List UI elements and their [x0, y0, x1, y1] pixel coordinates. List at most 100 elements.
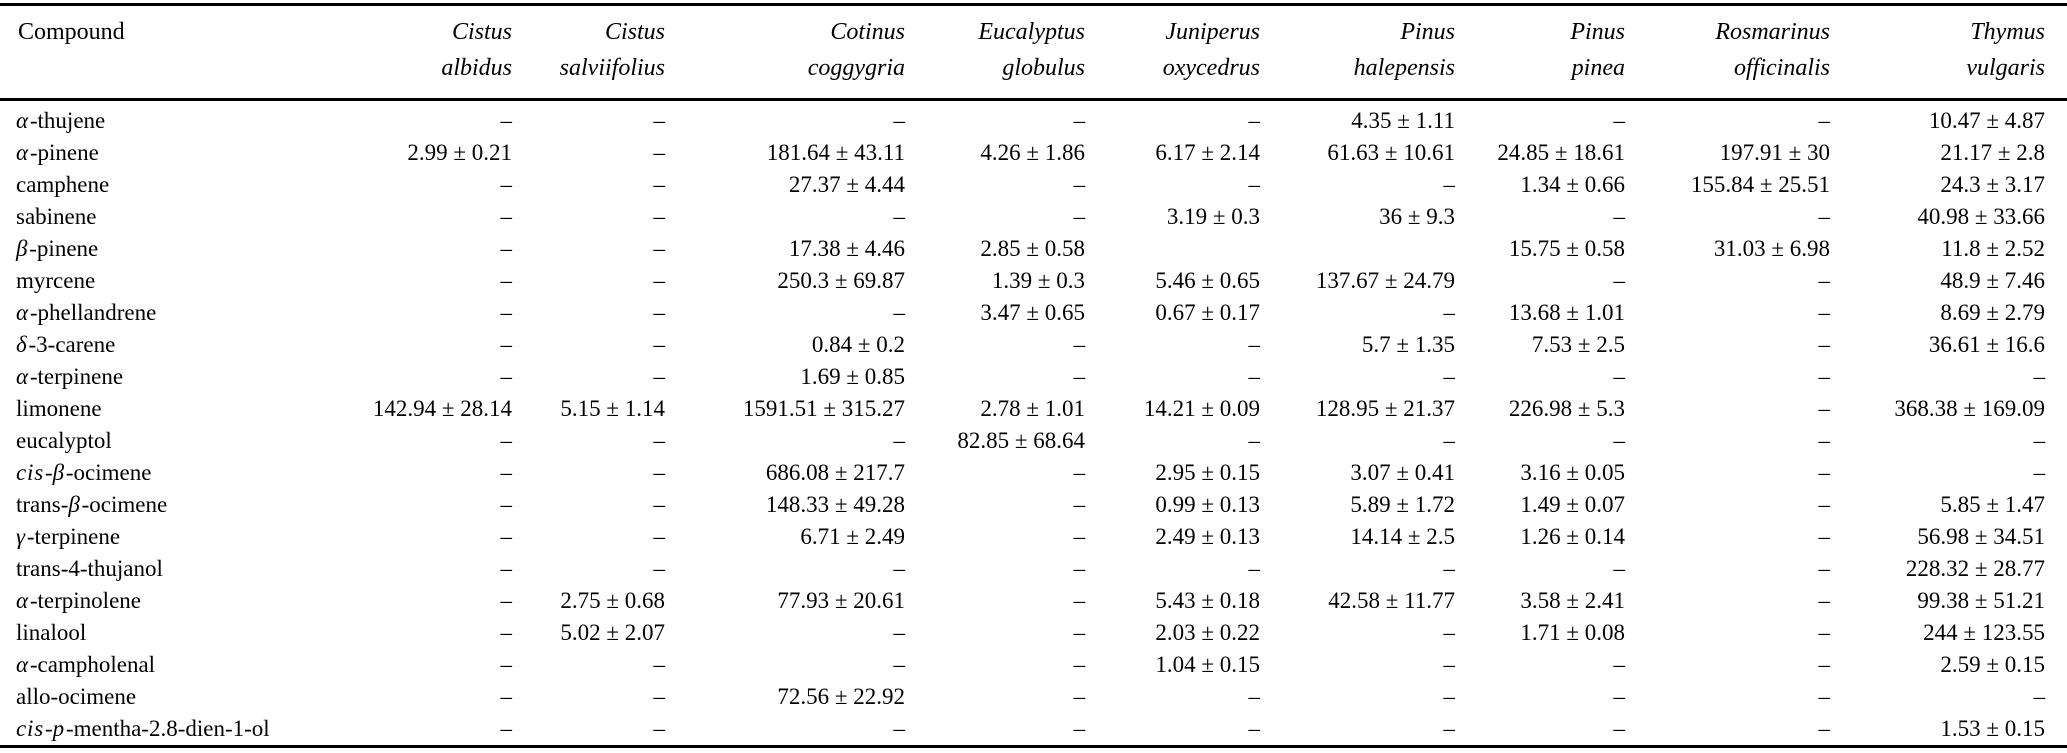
compound-name-cell: linalool: [0, 617, 332, 649]
compound-name-italic-segment: cis: [16, 460, 44, 485]
compound-name-cell: α-phellandrene: [0, 297, 332, 329]
compound-name-cell: cis-p-mentha-2.8-dien-1-ol: [0, 713, 332, 747]
table-row: trans-4-thujanol – – – – – – – – 228.32 ± 28.77: [0, 553, 2067, 585]
compound-name-segment: sabinene: [16, 204, 97, 229]
value-cell-juniperus-oxycedrus: –: [1248, 716, 1261, 741]
value-cell-thymus-vulgaris: –: [2033, 428, 2046, 453]
value-cell-pinus-pinea: –: [1613, 716, 1626, 741]
table-row: linalool – 5.02 ± 2.07 – – 2.03 ± 0.22 – 1.71 ±…: [0, 617, 2067, 649]
column-header-cistus-albidus: Cistus albidus: [332, 4, 512, 101]
value-cell-cotinus-coggygria: 148.33 ± 49.28: [765, 492, 905, 517]
value-cell-pinus-pinea: 1.26 ± 0.14: [1520, 524, 1625, 549]
value-cell-pinus-halepensis: 137.67 ± 24.79: [1315, 268, 1455, 293]
value-cell-pinus-halepensis: –: [1443, 652, 1456, 677]
value-cell-rosmarinus-officinalis: –: [1818, 524, 1831, 549]
value-cell-rosmarinus-officinalis: –: [1818, 332, 1831, 357]
value-cell-juniperus-oxycedrus: –: [1248, 172, 1261, 197]
compound-name-cell: α-pinene: [0, 137, 332, 169]
value-cell-cistus-salviifolius: –: [653, 364, 666, 389]
value-cell-eucalyptus-globulus: –: [1073, 492, 1086, 517]
compound-name-italic-segment: γ: [16, 524, 26, 549]
value-cell-cistus-salviifolius: –: [653, 300, 666, 325]
table-row: myrcene – – 250.3 ± 69.87 1.39 ± 0.3 5.46 ± 0…: [0, 265, 2067, 297]
value-cell-cotinus-coggygria: 72.56 ± 22.92: [777, 684, 905, 709]
value-cell-pinus-pinea: 7.53 ± 2.5: [1531, 332, 1625, 357]
value-cell-eucalyptus-globulus: –: [1073, 652, 1086, 677]
value-cell-thymus-vulgaris: 368.38 ± 169.09: [1894, 396, 2045, 421]
value-cell-rosmarinus-officinalis: 155.84 ± 25.51: [1690, 172, 1830, 197]
value-cell-cistus-salviifolius: –: [653, 716, 666, 741]
value-cell-juniperus-oxycedrus: –: [1248, 332, 1261, 357]
compound-name-cell: γ-terpinene: [0, 521, 332, 553]
value-cell-cistus-salviifolius: –: [653, 268, 666, 293]
compound-name-cell: α-campholenal: [0, 649, 332, 681]
value-cell-rosmarinus-officinalis: –: [1818, 588, 1831, 613]
value-cell-cistus-albidus: –: [500, 684, 513, 709]
value-cell-pinus-halepensis: 5.7 ± 1.35: [1361, 332, 1455, 357]
value-cell-pinus-halepensis: 3.07 ± 0.41: [1350, 460, 1455, 485]
value-cell-juniperus-oxycedrus: [1085, 233, 1260, 265]
table-row: limonene 142.94 ± 28.14 5.15 ± 1.14 1591.51…: [0, 393, 2067, 425]
value-cell-eucalyptus-globulus: –: [1073, 524, 1086, 549]
value-cell-thymus-vulgaris: 56.98 ± 34.51: [1917, 524, 2045, 549]
value-cell-thymus-vulgaris: 11.8 ± 2.52: [1941, 236, 2045, 261]
value-cell-pinus-pinea: –: [1613, 364, 1626, 389]
value-cell-cistus-albidus: –: [500, 300, 513, 325]
value-cell-cotinus-coggygria: –: [893, 620, 906, 645]
value-cell-eucalyptus-globulus: –: [1073, 716, 1086, 741]
value-cell-pinus-halepensis: –: [1443, 620, 1456, 645]
compound-name-cell: limonene: [0, 393, 332, 425]
value-cell-cotinus-coggygria: 17.38 ± 4.46: [788, 236, 905, 261]
column-header-cotinus-coggygria: Cotinus coggygria: [665, 4, 905, 101]
compound-name-italic-segment: α: [16, 652, 29, 677]
value-cell-juniperus-oxycedrus: 1.04 ± 0.15: [1155, 652, 1260, 677]
compound-name-cell: β-pinene: [0, 233, 332, 265]
value-cell-rosmarinus-officinalis: –: [1818, 716, 1831, 741]
value-cell-cotinus-coggygria: 250.3 ± 69.87: [777, 268, 905, 293]
value-cell-pinus-pinea: –: [1613, 268, 1626, 293]
value-cell-thymus-vulgaris: 40.98 ± 33.66: [1917, 204, 2045, 229]
value-cell-rosmarinus-officinalis: 31.03 ± 6.98: [1713, 236, 1830, 261]
value-cell-rosmarinus-officinalis: –: [1818, 108, 1831, 133]
value-cell-cotinus-coggygria: –: [893, 556, 906, 581]
value-cell-cistus-albidus: –: [500, 268, 513, 293]
value-cell-eucalyptus-globulus: –: [1073, 204, 1086, 229]
value-cell-cistus-albidus: –: [500, 364, 513, 389]
column-header-pinus-halepensis: Pinus halepensis: [1260, 4, 1455, 101]
value-cell-cotinus-coggygria: 181.64 ± 43.11: [766, 140, 905, 165]
value-cell-cotinus-coggygria: 27.37 ± 4.44: [788, 172, 905, 197]
value-cell-cistus-albidus: 142.94 ± 28.14: [372, 396, 512, 421]
value-cell-thymus-vulgaris: –: [2033, 364, 2046, 389]
compound-name-segment: -phellandrene: [29, 300, 157, 325]
value-cell-pinus-pinea: –: [1613, 652, 1626, 677]
compound-name-segment: -pinene: [29, 236, 99, 261]
value-cell-cotinus-coggygria: 686.08 ± 217.7: [765, 460, 905, 485]
value-cell-cistus-albidus: –: [500, 524, 513, 549]
value-cell-pinus-pinea: 1.49 ± 0.07: [1520, 492, 1625, 517]
column-header-line1: Juniperus: [1165, 19, 1260, 45]
column-header-line1: Pinus: [1570, 19, 1625, 45]
value-cell-juniperus-oxycedrus: 3.19 ± 0.3: [1166, 204, 1260, 229]
column-header-thymus-vulgaris: Thymus vulgaris: [1830, 4, 2067, 101]
value-cell-juniperus-oxycedrus: 6.17 ± 2.14: [1155, 140, 1260, 165]
compound-name-cell: sabinene: [0, 201, 332, 233]
compound-name-segment: allo-ocimene: [16, 684, 137, 709]
column-header-line2: pinea: [1571, 55, 1625, 81]
table-row: α-terpinene – – 1.69 ± 0.85 – – – – – –: [0, 361, 2067, 393]
value-cell-cistus-salviifolius: –: [653, 108, 666, 133]
table-row: α-thujene – – – – – 4.35 ± 1.11 – – 10.47 ± 4.87: [0, 100, 2067, 138]
value-cell-juniperus-oxycedrus: 2.95 ± 0.15: [1155, 460, 1260, 485]
value-cell-cistus-albidus: –: [500, 172, 513, 197]
value-cell-thymus-vulgaris: 24.3 ± 3.17: [1940, 172, 2045, 197]
value-cell-pinus-pinea: –: [1613, 108, 1626, 133]
value-cell-pinus-halepensis: –: [1443, 428, 1456, 453]
compound-name-segment: limonene: [16, 396, 102, 421]
column-header-line1: Pinus: [1400, 19, 1455, 45]
value-cell-cistus-salviifolius: –: [653, 428, 666, 453]
compound-name-italic-segment: δ: [16, 332, 28, 357]
value-cell-pinus-halepensis: –: [1443, 684, 1456, 709]
value-cell-rosmarinus-officinalis: –: [1818, 300, 1831, 325]
compound-name-italic-segment: cis: [16, 716, 44, 741]
value-cell-pinus-pinea: 3.16 ± 0.05: [1520, 460, 1625, 485]
value-cell-eucalyptus-globulus: –: [1073, 332, 1086, 357]
